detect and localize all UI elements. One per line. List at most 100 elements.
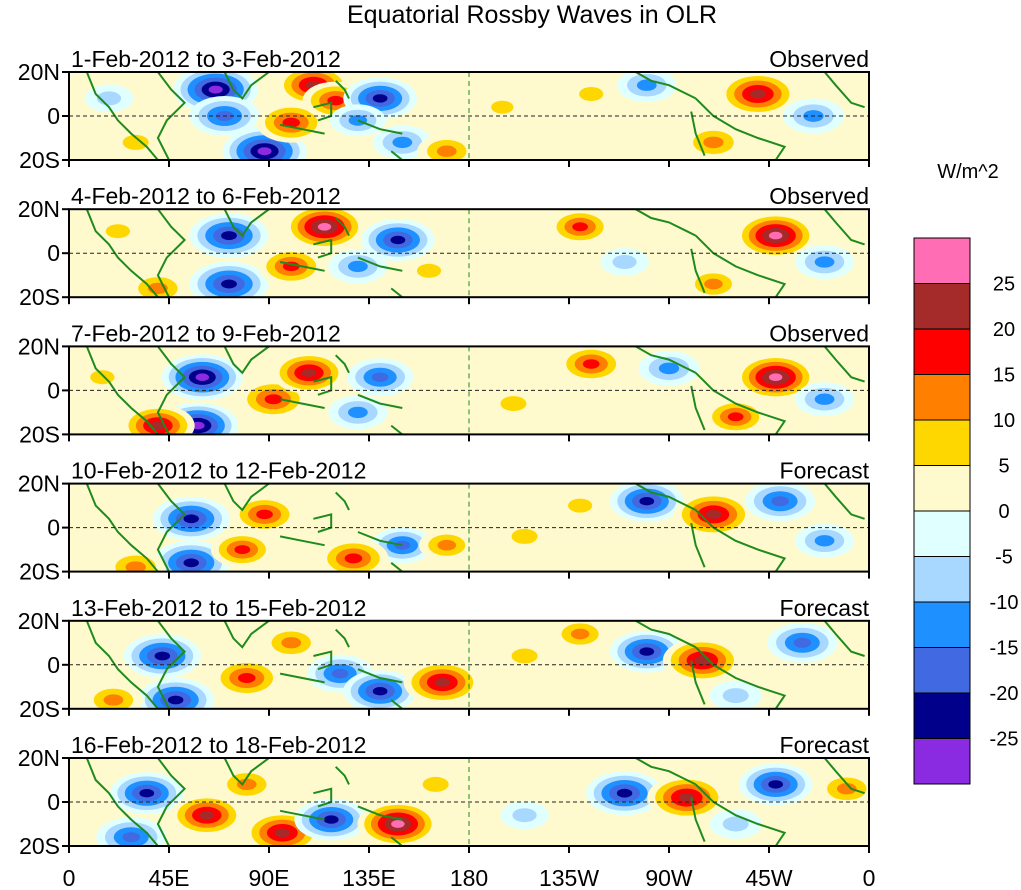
panel-date-range: 4-Feb-2012 to 6-Feb-2012 bbox=[71, 183, 341, 209]
coastline-8 bbox=[390, 562, 403, 572]
anomaly-band-3 bbox=[256, 509, 273, 520]
panel-status: Forecast bbox=[780, 732, 870, 758]
anomaly-band-6 bbox=[323, 815, 339, 824]
y-tick-label: 0 bbox=[47, 377, 60, 403]
panel-2: 20N 0 20S 4-Feb-2012 to 6-Feb-2012 Observed bbox=[18, 183, 870, 310]
colorbar-label: -10 bbox=[990, 592, 1019, 614]
coastline-4 bbox=[279, 123, 325, 135]
coastline-4 bbox=[279, 535, 325, 547]
coastline-12 bbox=[823, 346, 865, 383]
anomaly-field bbox=[84, 72, 865, 160]
panel-4: 20N 0 20S 10-Feb-2012 to 12-Feb-2012 Forecas… bbox=[18, 458, 870, 585]
anomaly-band-10 bbox=[436, 145, 457, 157]
panel-date-range: 1-Feb-2012 to 3-Feb-2012 bbox=[71, 46, 341, 72]
coastline-12 bbox=[823, 483, 865, 520]
anomaly-band-13 bbox=[500, 396, 527, 412]
panel-status: Forecast bbox=[780, 458, 870, 484]
coastline-2 bbox=[156, 758, 187, 846]
anomaly-band-14 bbox=[90, 370, 115, 385]
anomaly-band-2 bbox=[122, 832, 140, 843]
coastline-4 bbox=[279, 809, 325, 821]
coastline-7 bbox=[357, 531, 403, 547]
y-tick-label: 20N bbox=[18, 608, 60, 634]
y-tick-label: 20S bbox=[19, 421, 60, 447]
x-tick-label: 45W bbox=[745, 865, 793, 890]
anomaly-band-7 bbox=[434, 678, 451, 687]
coastline-7 bbox=[357, 393, 403, 409]
anomaly-band-1 bbox=[139, 789, 155, 798]
colorbar-label: -15 bbox=[990, 638, 1019, 660]
anomaly-band-6 bbox=[348, 260, 368, 273]
anomaly-band-9 bbox=[616, 788, 633, 798]
anomaly-band-12 bbox=[722, 688, 749, 704]
anomaly-band-14 bbox=[125, 561, 146, 572]
coastline-11 bbox=[690, 385, 706, 431]
anomaly-band-4 bbox=[234, 545, 251, 555]
coastline-10 bbox=[694, 509, 787, 572]
anomaly-band-1 bbox=[195, 373, 210, 382]
anomaly-band-11 bbox=[793, 637, 812, 648]
y-tick-label: 0 bbox=[47, 103, 60, 129]
anomaly-band-2 bbox=[221, 279, 237, 289]
y-tick-label: 20S bbox=[19, 696, 60, 722]
anomaly-band-7 bbox=[372, 94, 388, 103]
anomaly-band-14 bbox=[105, 224, 130, 239]
anomaly-band-1 bbox=[183, 514, 199, 524]
anomaly-band-14 bbox=[749, 89, 766, 99]
coastline-5 bbox=[313, 238, 333, 259]
anomaly-band-4 bbox=[236, 778, 257, 791]
anomaly-band-5 bbox=[371, 372, 389, 382]
anomaly-band-3 bbox=[264, 394, 283, 405]
anomaly-field bbox=[85, 483, 865, 572]
anomaly-band-3 bbox=[257, 147, 272, 156]
anomaly-field bbox=[85, 758, 869, 846]
panel-date-range: 10-Feb-2012 to 12-Feb-2012 bbox=[71, 458, 366, 484]
colorbar-label: 5 bbox=[998, 456, 1009, 478]
anomaly-band-9 bbox=[612, 255, 637, 269]
anomaly-band-4 bbox=[282, 117, 300, 128]
x-tick-label: 135E bbox=[342, 865, 396, 890]
coastline-12 bbox=[823, 758, 865, 795]
anomaly-band-10 bbox=[705, 509, 722, 519]
coastline-8 bbox=[390, 287, 403, 298]
colorbar-swatch bbox=[913, 374, 971, 421]
anomaly-band-6 bbox=[348, 406, 368, 419]
anomaly-field bbox=[83, 620, 865, 709]
coastline-7 bbox=[357, 805, 403, 821]
panel-status: Observed bbox=[769, 183, 869, 209]
anomaly-band-3 bbox=[317, 222, 332, 231]
anomaly-band-5 bbox=[390, 235, 406, 245]
anomaly-band-8 bbox=[422, 776, 449, 792]
coastline-10 bbox=[694, 97, 787, 160]
coastline-2 bbox=[156, 620, 187, 709]
coastline-1 bbox=[85, 620, 159, 709]
x-tick-label: 90W bbox=[645, 865, 693, 890]
y-tick-label: 0 bbox=[47, 515, 60, 541]
coastline-5 bbox=[313, 787, 333, 808]
anomaly-band-6 bbox=[344, 553, 363, 564]
anomaly-band-11 bbox=[771, 496, 789, 507]
coastline-9 bbox=[635, 483, 697, 511]
y-tick-label: 20S bbox=[19, 559, 60, 585]
panel-status: Forecast bbox=[780, 595, 870, 621]
colorbar-label: 15 bbox=[993, 365, 1015, 387]
coastline-2 bbox=[156, 346, 187, 435]
coastline-3 bbox=[223, 620, 270, 649]
y-tick-label: 0 bbox=[47, 240, 60, 266]
y-tick-label: 20N bbox=[18, 471, 60, 497]
anomaly-band-7 bbox=[437, 539, 457, 551]
anomaly-band-11 bbox=[704, 278, 723, 290]
coastline-3 bbox=[223, 758, 270, 786]
anomaly-band-5 bbox=[274, 828, 291, 838]
coastline-6 bbox=[334, 354, 350, 374]
coastline-1 bbox=[85, 209, 159, 298]
y-tick-label: 20S bbox=[19, 833, 60, 859]
coastline-3 bbox=[223, 483, 270, 512]
coastline-7 bbox=[357, 119, 403, 135]
panels: 20N 0 20S 1-Feb-2012 to 3-Feb-2012 Observed 2… bbox=[18, 46, 870, 859]
coastline-6 bbox=[334, 628, 350, 648]
coastline-6 bbox=[334, 80, 350, 99]
coastline-5 bbox=[313, 650, 333, 671]
coastline-10 bbox=[694, 372, 787, 435]
coastline-8 bbox=[390, 836, 403, 846]
